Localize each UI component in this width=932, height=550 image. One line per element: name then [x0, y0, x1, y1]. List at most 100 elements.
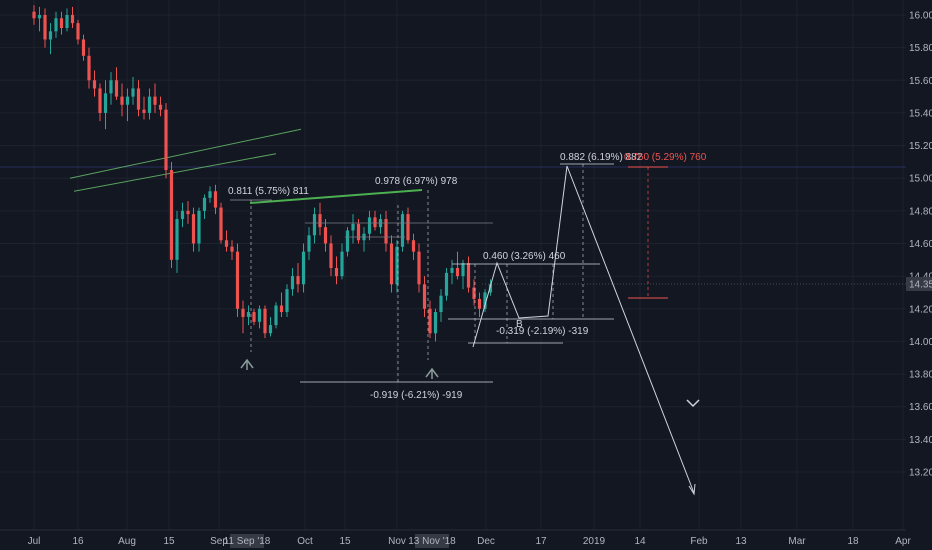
candle-body[interactable] — [367, 217, 372, 234]
candle-body[interactable] — [257, 308, 262, 322]
candle-body[interactable] — [307, 235, 311, 252]
candle-body[interactable] — [230, 246, 234, 252]
candle-body[interactable] — [191, 214, 196, 244]
candle-body[interactable] — [92, 80, 97, 89]
candle-body[interactable] — [439, 295, 443, 313]
price-tick-label: 13.800 — [909, 370, 932, 381]
candle-body[interactable] — [477, 298, 482, 309]
candle-body[interactable] — [241, 308, 245, 317]
candle-body[interactable] — [312, 214, 317, 236]
candle-body[interactable] — [180, 210, 185, 220]
candle-body[interactable] — [37, 15, 42, 19]
candle-body[interactable] — [76, 23, 80, 40]
candle-body[interactable] — [125, 96, 130, 105]
candle-body[interactable] — [246, 312, 251, 317]
candle-body[interactable] — [428, 308, 432, 334]
candle-body[interactable] — [417, 251, 421, 285]
candle-body[interactable] — [422, 284, 427, 309]
candle-body[interactable] — [483, 292, 487, 309]
measurement-label: -0.319 (-2.19%) -319 — [496, 326, 589, 337]
trend-line-lower-channel[interactable] — [73, 153, 277, 192]
candle-body[interactable] — [488, 284, 493, 293]
candle-body[interactable] — [114, 80, 119, 97]
candle-body[interactable] — [169, 170, 174, 260]
candle-body[interactable] — [340, 251, 344, 277]
candle-body[interactable] — [70, 15, 75, 24]
time-tick-label: 2019 — [583, 536, 606, 547]
candle-body[interactable] — [197, 210, 201, 244]
candle-body[interactable] — [219, 207, 223, 241]
candle-body[interactable] — [59, 18, 64, 29]
candle-body[interactable] — [395, 246, 399, 285]
candle-body[interactable] — [444, 272, 449, 296]
candle-body[interactable] — [433, 312, 438, 334]
candle-body[interactable] — [175, 219, 179, 260]
candle-body[interactable] — [109, 80, 113, 94]
candle-body[interactable] — [43, 15, 47, 40]
marker-letter-b: B — [516, 319, 523, 330]
candle-body[interactable] — [450, 267, 454, 273]
candle-body[interactable] — [153, 96, 157, 105]
candle-body[interactable] — [290, 276, 295, 290]
candle-body[interactable] — [224, 240, 229, 247]
candle-body[interactable] — [142, 109, 146, 113]
candle-body[interactable] — [48, 31, 53, 40]
candle-body[interactable] — [351, 223, 355, 231]
candle-body[interactable] — [296, 276, 300, 285]
measure-trend-segment[interactable] — [249, 189, 423, 204]
candle-body[interactable] — [323, 227, 328, 244]
candle-body[interactable] — [87, 55, 91, 81]
candle-body[interactable] — [208, 191, 212, 198]
candle-body[interactable] — [285, 289, 289, 313]
candle-body[interactable] — [411, 240, 416, 252]
candle-body[interactable] — [384, 219, 388, 244]
candle-body[interactable] — [400, 214, 405, 247]
drawings-over-candles[interactable]: 0.811 (5.75%) 811 0.978 (6.97%) 978 -0.919… — [228, 152, 707, 496]
candle-body[interactable] — [356, 223, 361, 241]
candle-body[interactable] — [373, 217, 377, 228]
candle-body[interactable] — [263, 308, 267, 334]
trend-line-upper-channel[interactable] — [69, 128, 302, 179]
candle-body[interactable] — [329, 243, 333, 268]
candle-body[interactable] — [147, 96, 152, 113]
candle-body[interactable] — [186, 210, 190, 215]
projection-path[interactable] — [472, 165, 695, 494]
candle-body[interactable] — [345, 230, 350, 252]
candle-body[interactable] — [131, 88, 135, 97]
price-tick-label: 15.600 — [909, 76, 932, 87]
candle-body[interactable] — [318, 214, 322, 228]
candle-body[interactable] — [268, 325, 273, 334]
candle-body[interactable] — [98, 88, 102, 113]
candle-body[interactable] — [120, 96, 124, 105]
candle-body[interactable] — [202, 197, 207, 211]
candle-body[interactable] — [466, 263, 471, 288]
price-axis[interactable]: 16.000 15.800 15.600 15.400 15.200 15.000 14.8… — [906, 0, 932, 530]
candle-body[interactable] — [235, 251, 240, 309]
candle-body[interactable] — [472, 287, 476, 299]
price-axis-background — [906, 0, 932, 530]
candle-body[interactable] — [164, 109, 168, 171]
candle-body[interactable] — [461, 263, 465, 277]
candle-body[interactable] — [81, 39, 86, 56]
candle-body[interactable] — [54, 18, 58, 32]
candle-body[interactable] — [136, 88, 141, 110]
measurement-label: 0.460 (3.26%) 460 — [483, 251, 566, 262]
candle-body[interactable] — [274, 305, 278, 326]
candle-body[interactable] — [213, 191, 218, 208]
candle-body[interactable] — [389, 243, 394, 285]
candle-body[interactable] — [252, 312, 256, 322]
candle-body[interactable] — [32, 11, 36, 19]
candle-body[interactable] — [334, 267, 339, 277]
price-tick-label: 13.200 — [909, 468, 932, 479]
candle-body[interactable] — [406, 214, 410, 241]
candle-body[interactable] — [103, 93, 108, 113]
candle-body[interactable] — [279, 305, 284, 313]
candle-body[interactable] — [455, 267, 460, 277]
time-axis[interactable]: Jul 16 Aug 15 Sep Oct 15 Nov Dec 17 2019 14 Feb 13 Mar… — [0, 529, 932, 550]
candle-body[interactable] — [301, 251, 306, 285]
candle-body[interactable] — [158, 104, 163, 110]
candles[interactable] — [32, 5, 493, 342]
candle-body[interactable] — [65, 15, 69, 29]
